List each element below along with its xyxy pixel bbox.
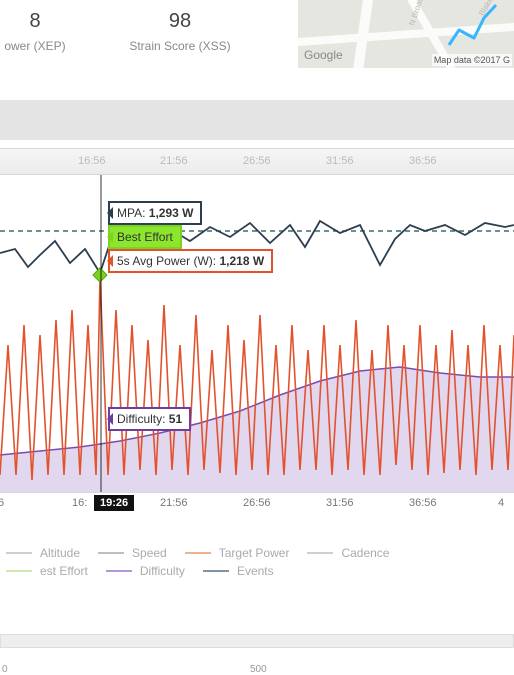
tooltip-mpa: MPA: 1,293 W bbox=[108, 201, 202, 225]
map-route-line bbox=[444, 0, 504, 50]
legend-label: Target Power bbox=[219, 546, 290, 560]
axis-tick: 36:56 bbox=[409, 497, 437, 509]
scrub-axis-tick: 0 bbox=[2, 664, 8, 675]
axis-tick: 26:56 bbox=[243, 497, 271, 509]
stat-xss: 98 Strain Score (XSS) bbox=[120, 10, 240, 53]
legend-swatch bbox=[185, 552, 211, 554]
tooltip-diff-label: Difficulty: bbox=[117, 412, 169, 426]
legend-swatch bbox=[98, 552, 124, 554]
map-attribution: Map data ©2017 G bbox=[432, 54, 512, 66]
axis-tick: 26:56 bbox=[243, 155, 271, 167]
legend-item[interactable]: Cadence bbox=[307, 546, 389, 560]
chart-hover-line bbox=[100, 175, 102, 493]
stat-xss-value: 98 bbox=[120, 10, 240, 33]
legend-label: Difficulty bbox=[140, 564, 185, 578]
map-logo: Google bbox=[304, 48, 343, 62]
tooltip-mpa-label: MPA: bbox=[117, 206, 149, 220]
axis-tick: 21:56 bbox=[160, 155, 188, 167]
legend-label: Altitude bbox=[40, 546, 80, 560]
stat-xep-label: ower (XEP) bbox=[0, 39, 80, 53]
chart-time-marker: 19:26 bbox=[94, 495, 134, 511]
legend-item[interactable]: Difficulty bbox=[106, 564, 185, 578]
axis-tick: 4 bbox=[498, 497, 504, 509]
legend-swatch bbox=[6, 552, 32, 554]
legend-item[interactable]: Events bbox=[203, 564, 274, 578]
axis-tick: 16: bbox=[72, 497, 87, 509]
legend-row-2: est Effort Difficulty Events bbox=[6, 564, 508, 578]
tooltip-avg-value: 1,218 W bbox=[219, 254, 264, 268]
legend-item[interactable]: est Effort bbox=[6, 564, 88, 578]
legend-label: Events bbox=[237, 564, 274, 578]
legend-label: est Effort bbox=[40, 564, 88, 578]
legend-item[interactable]: Altitude bbox=[6, 546, 80, 560]
chart-top-axis: 616:5621:5626:5631:5636:56 bbox=[0, 149, 514, 175]
axis-tick: 21:56 bbox=[160, 497, 188, 509]
legend-label: Speed bbox=[132, 546, 167, 560]
legend-label: Cadence bbox=[341, 546, 389, 560]
tooltip-best-effort: Best Effort bbox=[108, 225, 182, 249]
legend-swatch bbox=[307, 552, 333, 554]
legend-item[interactable]: Speed bbox=[98, 546, 167, 560]
axis-tick: 31:56 bbox=[326, 497, 354, 509]
stat-xep: 8 ower (XEP) bbox=[0, 10, 80, 53]
axis-tick: 31:56 bbox=[326, 155, 354, 167]
tooltip-best-label: Best Effort bbox=[117, 230, 173, 244]
legend-item[interactable]: Target Power bbox=[185, 546, 290, 560]
legend-swatch bbox=[203, 570, 229, 572]
chart-plot[interactable]: MPA: 1,293 W Best Effort 5s Avg Power (W… bbox=[0, 175, 514, 493]
tooltip-avg-power: 5s Avg Power (W): 1,218 W bbox=[108, 249, 273, 273]
chart-scrub-bar[interactable] bbox=[0, 634, 514, 648]
tooltip-avg-label: 5s Avg Power (W): bbox=[117, 254, 219, 268]
chart-legend: Altitude Speed Target Power Cadence est Eff… bbox=[0, 542, 514, 586]
legend-swatch bbox=[106, 570, 132, 572]
scrub-axis-tick: 500 bbox=[250, 664, 267, 675]
stat-xep-value: 8 bbox=[0, 10, 80, 33]
tooltip-diff-value: 51 bbox=[169, 412, 182, 426]
axis-tick: 6 bbox=[0, 497, 4, 509]
axis-tick: 16:56 bbox=[78, 155, 106, 167]
cropped-region bbox=[0, 100, 514, 140]
legend-row-1: Altitude Speed Target Power Cadence bbox=[6, 546, 508, 560]
top-stats: 8 ower (XEP) 98 Strain Score (XSS) N Bro… bbox=[0, 0, 514, 80]
activity-chart[interactable]: 6 16:56 21:56 26:56 31:56 36:56 MPA: 1,293 W … bbox=[0, 148, 514, 538]
stat-xss-label: Strain Score (XSS) bbox=[120, 39, 240, 53]
chart-svg bbox=[0, 175, 514, 493]
chart-bottom-axis: 19:26 6 16: 21:56 26:56 31:56 36:56 4 bbox=[0, 492, 514, 514]
map-thumbnail[interactable]: N Broadwa Blake Google Map data ©2017 G bbox=[298, 0, 514, 68]
tooltip-mpa-value: 1,293 W bbox=[149, 206, 194, 220]
legend-swatch bbox=[6, 570, 32, 572]
axis-tick: 36:56 bbox=[409, 155, 437, 167]
tooltip-difficulty: Difficulty: 51 bbox=[108, 407, 191, 431]
